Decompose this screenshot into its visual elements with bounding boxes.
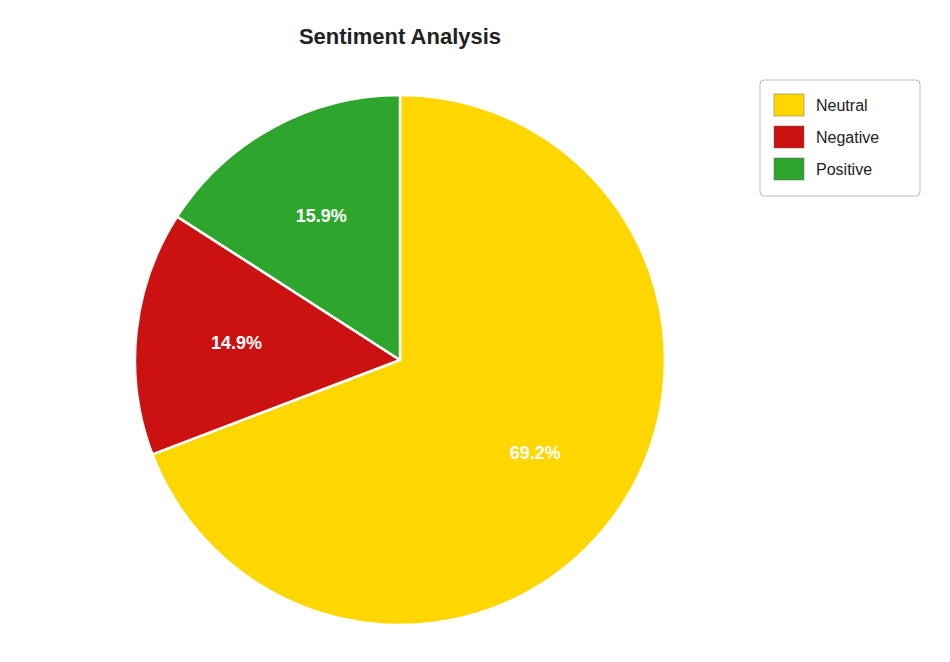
title: Sentiment Analysis	[299, 24, 501, 49]
legend-label: Negative	[816, 129, 879, 146]
chart-container: Sentiment Analysis 69.2% 14.9% 15.9% Neutral…	[0, 0, 950, 662]
legend-label: Neutral	[816, 97, 868, 114]
legend: Neutral Negative Positive	[760, 80, 920, 196]
background	[0, 0, 950, 662]
chart: Sentiment Analysis 69.2% 14.9% 15.9% Neutral…	[0, 0, 950, 662]
data-label: 14.9%	[211, 333, 262, 353]
data-label: 15.9%	[296, 206, 347, 226]
legend-frame	[760, 80, 920, 196]
legend-swatch	[774, 158, 804, 180]
data-label: 69.2%	[510, 443, 561, 463]
legend-label: Positive	[816, 161, 872, 178]
data-labels: 69.2% 14.9% 15.9%	[211, 206, 561, 463]
slice	[177, 95, 400, 360]
slices	[135, 95, 665, 625]
legend-swatch	[774, 94, 804, 116]
legend-swatch	[774, 126, 804, 148]
